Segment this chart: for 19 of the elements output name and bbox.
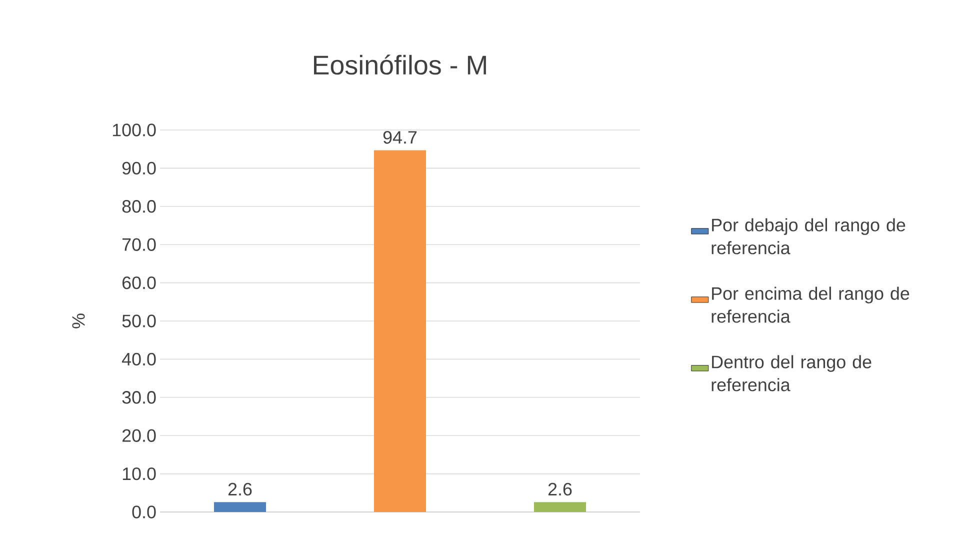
data-label: 94.7 (383, 131, 417, 144)
y-tick-label: 100.0 (112, 124, 156, 136)
legend-label: Por debajo del rango de referencia (712, 218, 906, 254)
chart-title: Eosinófilos - M (314, 54, 486, 75)
y-tick-label: 20.0 (122, 429, 156, 442)
data-label: 2.6 (228, 482, 252, 496)
y-tick-label: 0.0 (132, 506, 156, 518)
y-tick-label: 50.0 (122, 314, 156, 328)
y-tick-label: 40.0 (122, 352, 156, 366)
y-tick-label: 30.0 (122, 391, 156, 404)
y-axis-title: % (72, 314, 85, 328)
data-label: 2.6 (548, 482, 572, 496)
y-tick-label: 70.0 (122, 238, 156, 251)
legend-label: Dentro del rango de referencia (712, 355, 872, 392)
y-tick-label: 80.0 (122, 200, 156, 213)
legend-label: Por encima del rango de referencia (712, 286, 910, 323)
y-tick-label: 60.0 (122, 276, 156, 290)
y-tick-label: 10.0 (122, 467, 156, 480)
y-tick-label: 90.0 (122, 162, 156, 175)
